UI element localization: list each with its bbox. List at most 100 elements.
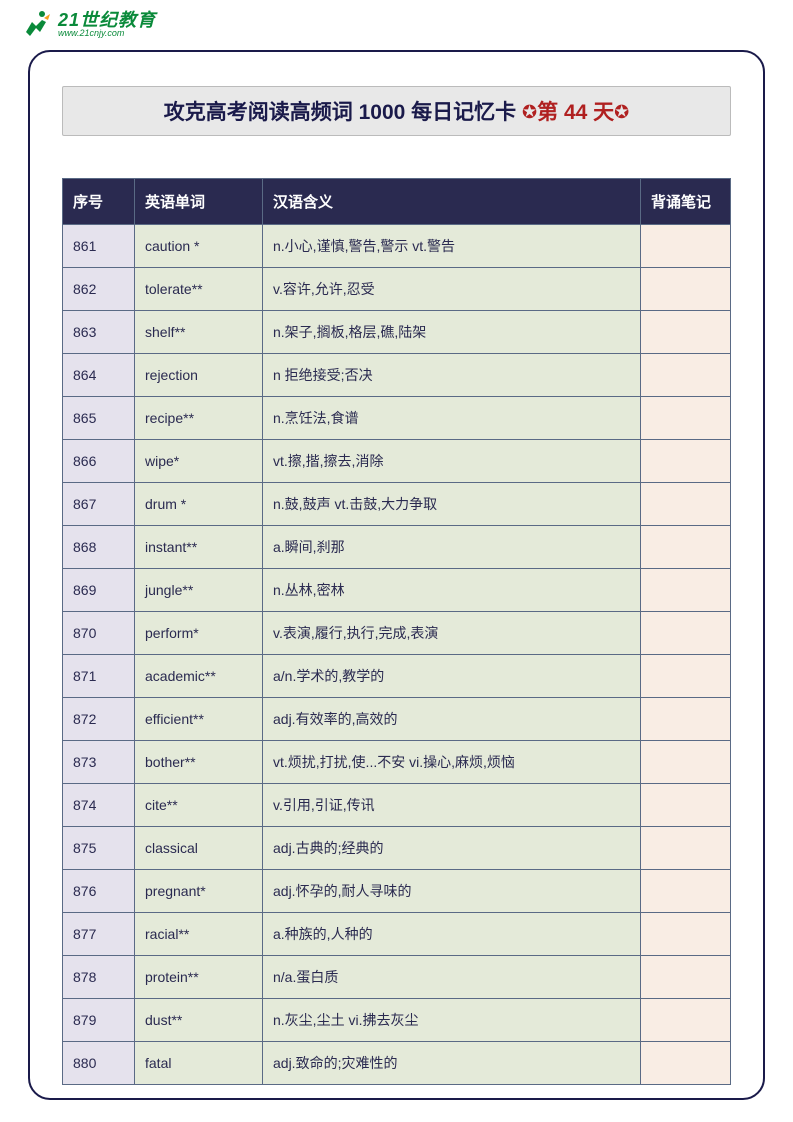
cell-word: dust** <box>135 999 263 1042</box>
cell-num: 865 <box>63 397 135 440</box>
cell-meaning: n.小心,谨慎,警告,警示 vt.警告 <box>263 225 641 268</box>
cell-num: 871 <box>63 655 135 698</box>
runner-icon <box>22 8 54 40</box>
cell-word: instant** <box>135 526 263 569</box>
cell-num: 875 <box>63 827 135 870</box>
cell-meaning: n.烹饪法,食谱 <box>263 397 641 440</box>
title-day-num: 44 <box>564 101 587 124</box>
cell-num: 879 <box>63 999 135 1042</box>
table-row: 879dust**n.灰尘,尘土 vi.拂去灰尘 <box>63 999 731 1042</box>
cell-word: rejection <box>135 354 263 397</box>
cell-meaning: n/a.蛋白质 <box>263 956 641 999</box>
cell-notes <box>641 999 731 1042</box>
table-row: 880fataladj.致命的;灾难性的 <box>63 1042 731 1085</box>
cell-notes <box>641 655 731 698</box>
title-main: 攻克高考阅读高频词 1000 每日记忆卡 <box>164 101 522 124</box>
cell-word: efficient** <box>135 698 263 741</box>
logo: 21世纪教育 www.21cnjy.com <box>22 8 156 40</box>
cell-word: fatal <box>135 1042 263 1085</box>
cell-meaning: n.丛林,密林 <box>263 569 641 612</box>
cell-word: perform* <box>135 612 263 655</box>
header-num: 序号 <box>63 179 135 225</box>
cell-meaning: adj.致命的;灾难性的 <box>263 1042 641 1085</box>
table-row: 871academic**a/n.学术的,教学的 <box>63 655 731 698</box>
cell-meaning: n.鼓,鼓声 vt.击鼓,大力争取 <box>263 483 641 526</box>
cell-meaning: vt.烦扰,打扰,使...不安 vi.操心,麻烦,烦恼 <box>263 741 641 784</box>
cell-word: tolerate** <box>135 268 263 311</box>
cell-num: 867 <box>63 483 135 526</box>
cell-notes <box>641 698 731 741</box>
cell-word: caution * <box>135 225 263 268</box>
cell-meaning: n 拒绝接受;否决 <box>263 354 641 397</box>
cell-word: drum * <box>135 483 263 526</box>
cell-num: 880 <box>63 1042 135 1085</box>
cell-meaning: n.灰尘,尘土 vi.拂去灰尘 <box>263 999 641 1042</box>
cell-num: 876 <box>63 870 135 913</box>
cell-notes <box>641 1042 731 1085</box>
cell-notes <box>641 956 731 999</box>
table-row: 875classicaladj.古典的;经典的 <box>63 827 731 870</box>
cell-meaning: adj.怀孕的,耐人寻味的 <box>263 870 641 913</box>
cell-word: racial** <box>135 913 263 956</box>
table-row: 861caution *n.小心,谨慎,警告,警示 vt.警告 <box>63 225 731 268</box>
cell-num: 864 <box>63 354 135 397</box>
cell-notes <box>641 440 731 483</box>
cell-meaning: a.瞬间,刹那 <box>263 526 641 569</box>
cell-notes <box>641 311 731 354</box>
header-notes: 背诵笔记 <box>641 179 731 225</box>
cell-num: 869 <box>63 569 135 612</box>
cell-meaning: v.容许,允许,忍受 <box>263 268 641 311</box>
cell-notes <box>641 913 731 956</box>
cell-word: protein** <box>135 956 263 999</box>
cell-meaning: adj.古典的;经典的 <box>263 827 641 870</box>
cell-notes <box>641 225 731 268</box>
table-row: 877racial**a.种族的,人种的 <box>63 913 731 956</box>
cell-notes <box>641 354 731 397</box>
cell-num: 861 <box>63 225 135 268</box>
title-day-suffix: 天 <box>587 101 614 124</box>
vocab-card: 攻克高考阅读高频词 1000 每日记忆卡 ✪第 44 天✪ 序号 英语单词 汉语… <box>28 50 765 1100</box>
cell-num: 874 <box>63 784 135 827</box>
table-row: 878protein**n/a.蛋白质 <box>63 956 731 999</box>
header-word: 英语单词 <box>135 179 263 225</box>
table-row: 864rejectionn 拒绝接受;否决 <box>63 354 731 397</box>
cell-num: 866 <box>63 440 135 483</box>
cell-meaning: n.架子,搁板,格层,礁,陆架 <box>263 311 641 354</box>
cell-num: 878 <box>63 956 135 999</box>
cell-word: recipe** <box>135 397 263 440</box>
title-bar: 攻克高考阅读高频词 1000 每日记忆卡 ✪第 44 天✪ <box>62 86 731 136</box>
cell-word: wipe* <box>135 440 263 483</box>
table-row: 865recipe**n.烹饪法,食谱 <box>63 397 731 440</box>
cell-meaning: v.表演,履行,执行,完成,表演 <box>263 612 641 655</box>
cell-num: 873 <box>63 741 135 784</box>
table-header-row: 序号 英语单词 汉语含义 背诵笔记 <box>63 179 731 225</box>
cell-word: cite** <box>135 784 263 827</box>
cell-notes <box>641 870 731 913</box>
cell-notes <box>641 483 731 526</box>
header-meaning: 汉语含义 <box>263 179 641 225</box>
cell-word: bother** <box>135 741 263 784</box>
cell-word: classical <box>135 827 263 870</box>
cell-notes <box>641 612 731 655</box>
cell-num: 868 <box>63 526 135 569</box>
table-row: 876pregnant*adj.怀孕的,耐人寻味的 <box>63 870 731 913</box>
cell-notes <box>641 397 731 440</box>
cell-notes <box>641 827 731 870</box>
table-row: 872efficient**adj.有效率的,高效的 <box>63 698 731 741</box>
table-row: 870perform*v.表演,履行,执行,完成,表演 <box>63 612 731 655</box>
cell-num: 863 <box>63 311 135 354</box>
star-icon-right: ✪ <box>614 102 629 122</box>
cell-notes <box>641 741 731 784</box>
table-row: 867drum *n.鼓,鼓声 vt.击鼓,大力争取 <box>63 483 731 526</box>
cell-meaning: vt.擦,揩,擦去,消除 <box>263 440 641 483</box>
cell-notes <box>641 268 731 311</box>
table-row: 863shelf**n.架子,搁板,格层,礁,陆架 <box>63 311 731 354</box>
cell-num: 870 <box>63 612 135 655</box>
cell-word: pregnant* <box>135 870 263 913</box>
logo-sub-text: www.21cnjy.com <box>58 29 156 38</box>
table-row: 866wipe*vt.擦,揩,擦去,消除 <box>63 440 731 483</box>
cell-meaning: a/n.学术的,教学的 <box>263 655 641 698</box>
star-icon-left: ✪ <box>522 102 537 122</box>
table-row: 874cite**v.引用,引证,传讯 <box>63 784 731 827</box>
table-row: 873bother**vt.烦扰,打扰,使...不安 vi.操心,麻烦,烦恼 <box>63 741 731 784</box>
